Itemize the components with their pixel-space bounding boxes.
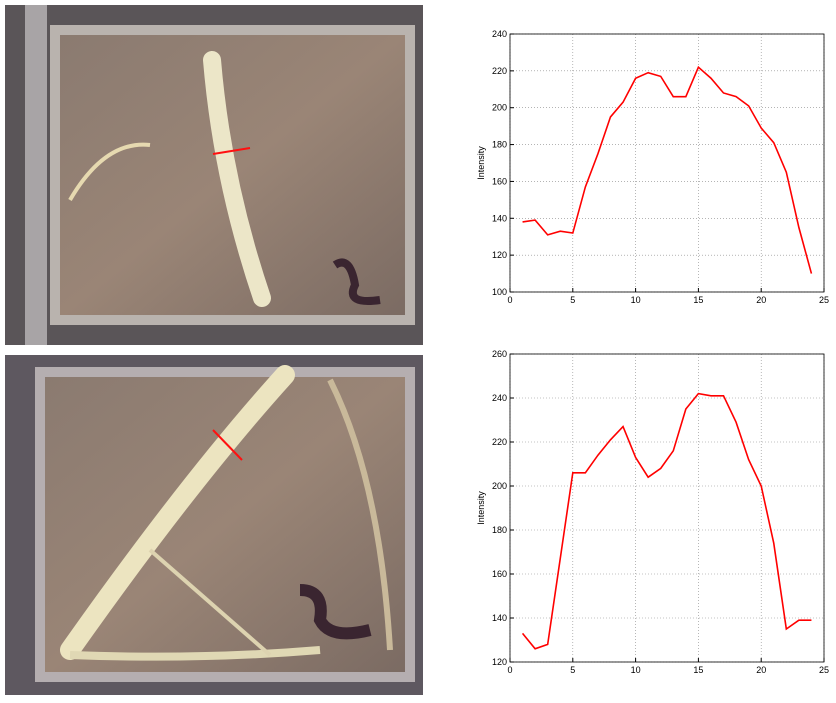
y-tick-label: 240: [492, 29, 507, 39]
y-tick-label: 200: [492, 481, 507, 491]
data-line: [521, 392, 812, 650]
y-tick-label: 160: [492, 176, 507, 186]
x-tick-label: 25: [819, 665, 829, 675]
y-axis-label: Intensity: [476, 146, 486, 180]
y-tick-label: 140: [492, 213, 507, 223]
x-tick-label: 20: [756, 295, 766, 305]
x-tick-label: 10: [631, 295, 641, 305]
y-tick-label: 100: [492, 287, 507, 297]
x-tick-label: 15: [693, 295, 703, 305]
plot-area: [510, 354, 824, 662]
photo-bottom: [5, 355, 423, 695]
y-tick-label: 140: [492, 613, 507, 623]
x-tick-label: 10: [631, 665, 641, 675]
y-tick-label: 160: [492, 569, 507, 579]
y-tick-label: 180: [492, 525, 507, 535]
y-tick-label: 220: [492, 437, 507, 447]
data-line: [522, 65, 813, 274]
axes-box: [509, 33, 825, 293]
y-axis-label: Intensity: [476, 491, 486, 525]
y-tick-label: 220: [492, 66, 507, 76]
x-tick-label: 25: [819, 295, 829, 305]
axes-box: [509, 353, 825, 663]
x-tick-label: 0: [507, 295, 512, 305]
plot-area: [510, 34, 824, 292]
x-tick-label: 5: [570, 665, 575, 675]
photo-top: [5, 5, 423, 345]
x-tick-label: 20: [756, 665, 766, 675]
y-tick-label: 120: [492, 657, 507, 667]
x-tick-label: 15: [693, 665, 703, 675]
y-tick-label: 200: [492, 103, 507, 113]
y-tick-label: 180: [492, 140, 507, 150]
x-tick-label: 0: [507, 665, 512, 675]
y-tick-label: 260: [492, 349, 507, 359]
x-tick-label: 5: [570, 295, 575, 305]
y-tick-label: 240: [492, 393, 507, 403]
y-tick-label: 120: [492, 250, 507, 260]
